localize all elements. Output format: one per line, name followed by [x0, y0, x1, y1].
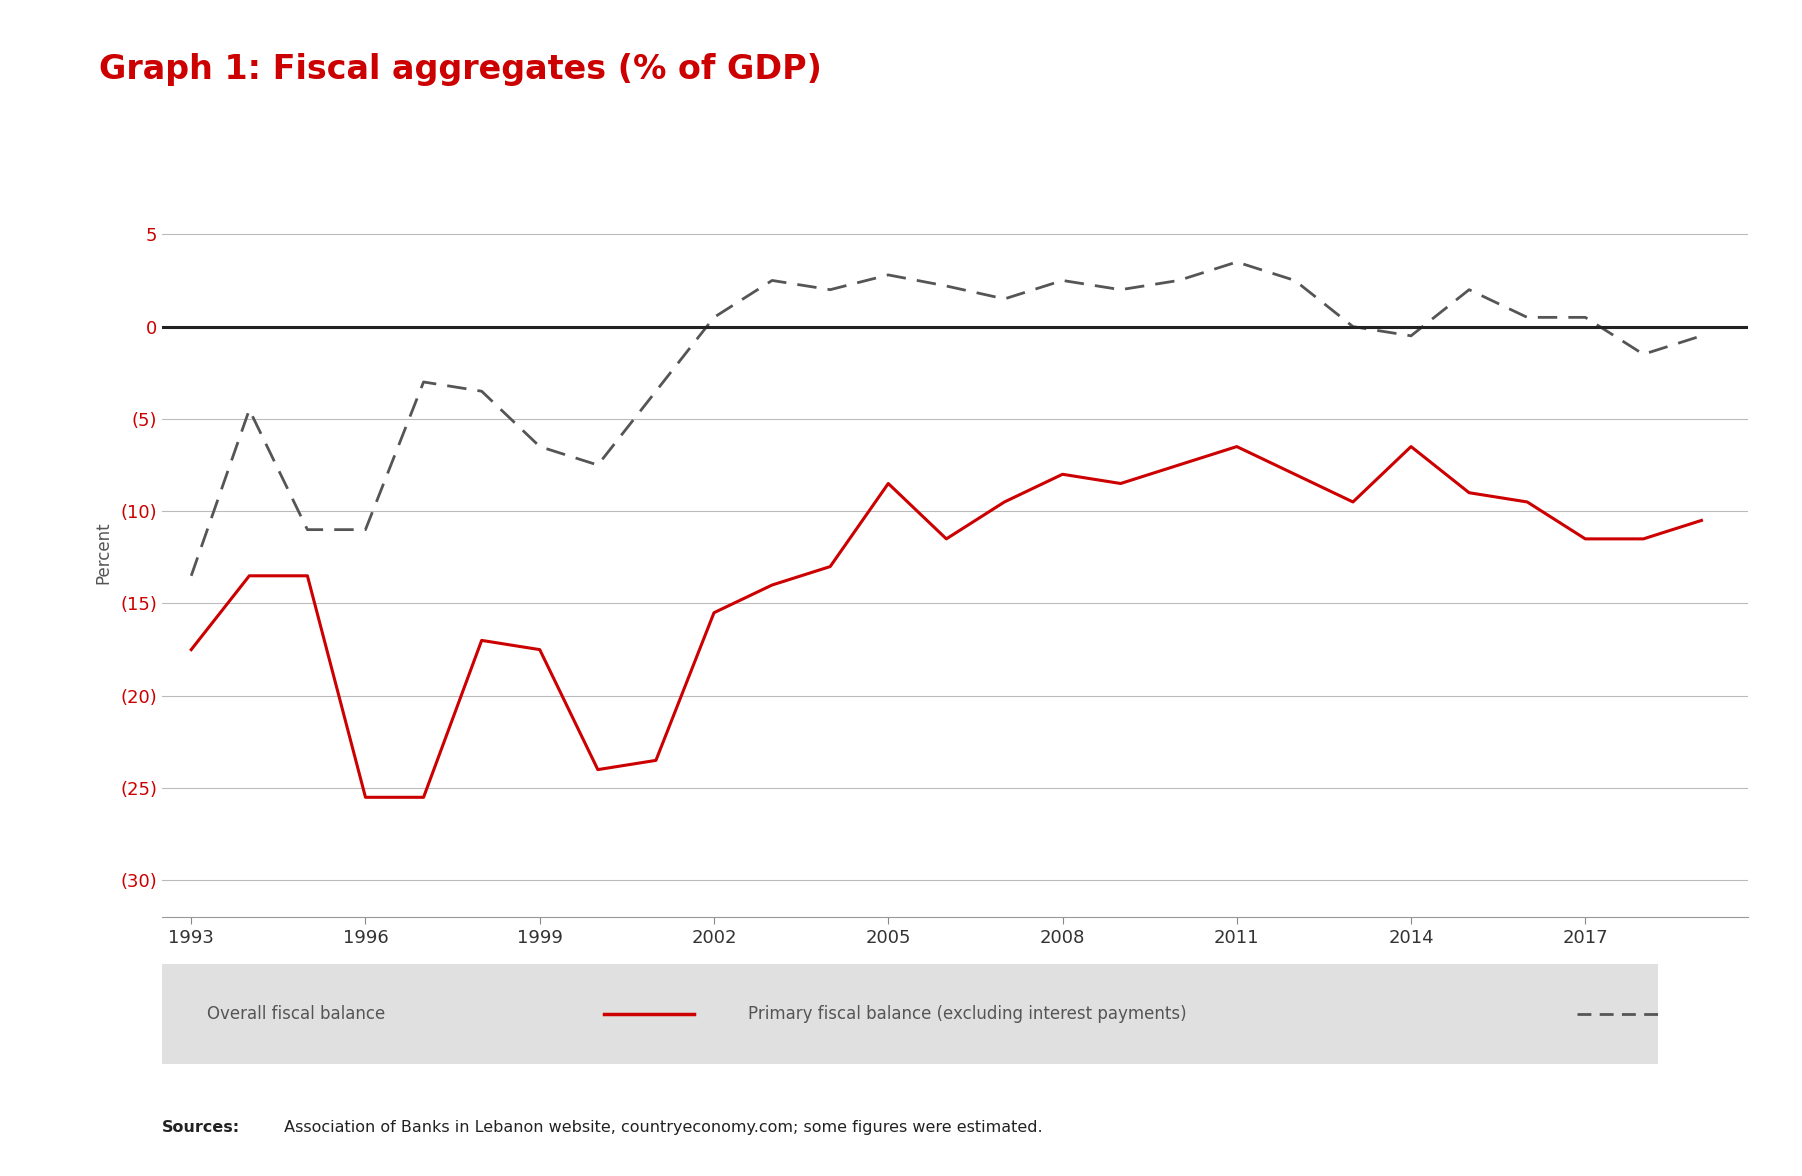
Y-axis label: Percent: Percent [94, 521, 112, 584]
Text: Graph 1: Fiscal aggregates (% of GDP): Graph 1: Fiscal aggregates (% of GDP) [99, 53, 822, 86]
Text: Primary fiscal balance (excluding interest payments): Primary fiscal balance (excluding intere… [748, 1005, 1186, 1023]
Text: Association of Banks in Lebanon website, countryeconomy.com; some figures were e: Association of Banks in Lebanon website,… [279, 1120, 1043, 1135]
Text: Sources:: Sources: [162, 1120, 240, 1135]
Text: Overall fiscal balance: Overall fiscal balance [207, 1005, 386, 1023]
